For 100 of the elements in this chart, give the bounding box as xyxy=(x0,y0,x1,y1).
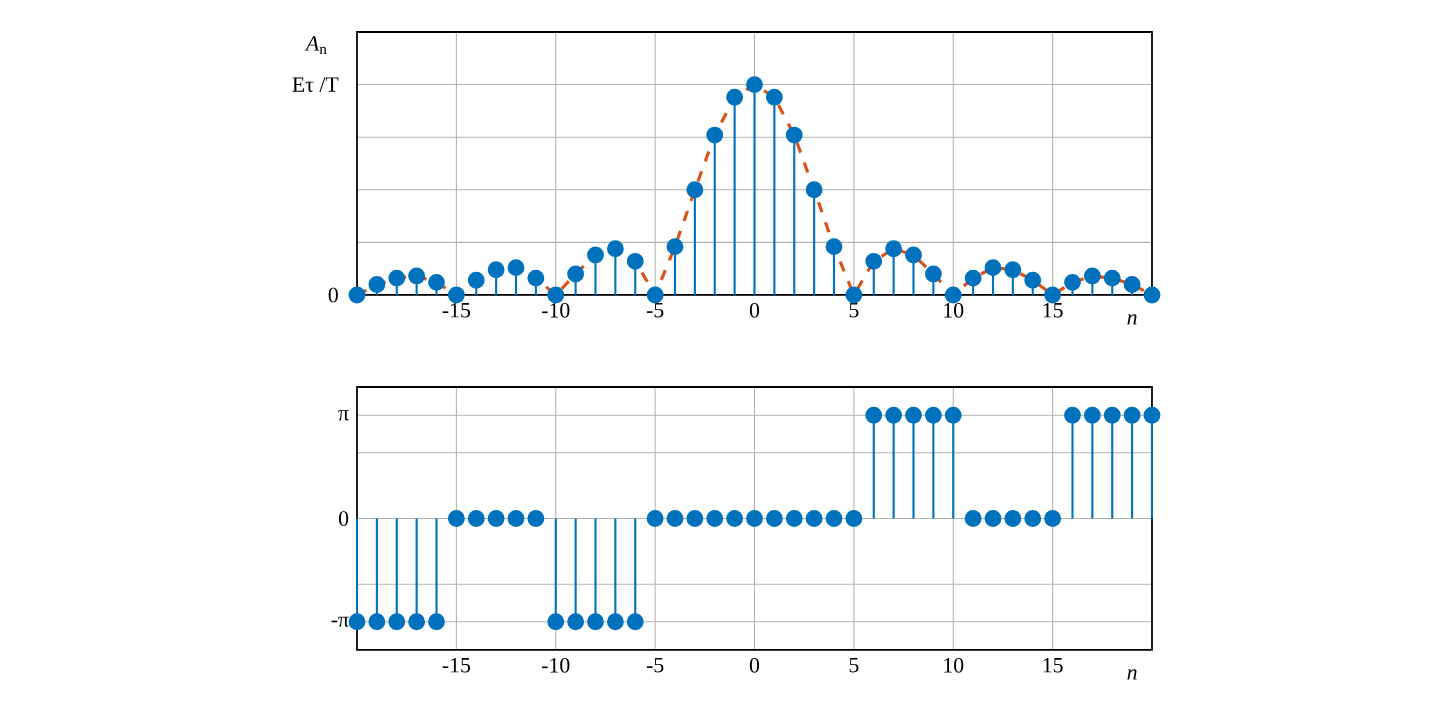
point xyxy=(785,126,803,144)
point xyxy=(587,246,604,264)
point xyxy=(905,246,922,264)
point xyxy=(487,261,505,279)
x-axis-title: n xyxy=(1127,314,1137,325)
x-tick-label: -15 xyxy=(442,302,471,318)
point xyxy=(805,181,823,199)
point xyxy=(825,510,843,527)
y-tick-label: π xyxy=(338,410,349,421)
point xyxy=(785,510,803,527)
point xyxy=(944,286,962,304)
point xyxy=(944,406,962,424)
point xyxy=(845,286,863,304)
point xyxy=(587,613,604,631)
x-tick-label: -5 xyxy=(646,657,664,673)
point xyxy=(984,259,1002,277)
point xyxy=(905,406,922,424)
point xyxy=(666,510,684,527)
y-tick-label: -π xyxy=(331,616,349,627)
point xyxy=(368,613,386,631)
point xyxy=(666,238,684,256)
point xyxy=(1044,286,1062,304)
point xyxy=(1123,406,1141,424)
point xyxy=(606,240,624,258)
point xyxy=(1083,406,1101,424)
point xyxy=(1024,510,1042,527)
x-tick-label: -15 xyxy=(442,657,471,673)
point xyxy=(1004,510,1022,527)
point xyxy=(626,613,644,631)
point xyxy=(1143,406,1161,424)
point xyxy=(924,265,942,283)
point xyxy=(845,510,863,527)
point xyxy=(408,613,426,631)
point xyxy=(964,269,982,287)
point xyxy=(467,271,485,289)
point xyxy=(547,286,565,304)
point xyxy=(885,406,903,424)
point xyxy=(746,76,763,94)
point xyxy=(606,613,624,631)
point xyxy=(865,406,883,424)
point xyxy=(706,510,724,527)
x-tick-label: -10 xyxy=(542,657,570,673)
point xyxy=(765,510,783,527)
point xyxy=(865,252,883,270)
point xyxy=(646,286,664,304)
point xyxy=(1044,510,1062,527)
x-tick-label: -10 xyxy=(542,302,570,318)
x-tick-label: -5 xyxy=(646,302,664,318)
point xyxy=(447,286,465,304)
point xyxy=(706,126,724,144)
point xyxy=(825,238,843,256)
point xyxy=(726,88,744,106)
point xyxy=(646,510,664,527)
x-tick-label: 0 xyxy=(749,657,760,673)
point xyxy=(348,286,366,304)
x-tick-label: 5 xyxy=(849,302,859,318)
point xyxy=(964,510,982,527)
point xyxy=(567,613,585,631)
point xyxy=(984,510,1002,527)
point xyxy=(428,613,445,631)
point xyxy=(1123,276,1141,293)
point xyxy=(1024,271,1042,289)
point xyxy=(1103,406,1121,424)
x-tick-label: 5 xyxy=(849,657,859,673)
point xyxy=(626,252,644,270)
point xyxy=(388,613,406,631)
point xyxy=(567,265,585,283)
point xyxy=(547,613,565,631)
point xyxy=(746,510,763,527)
x-tick-label: 10 xyxy=(944,302,964,318)
point xyxy=(348,613,366,631)
y-axis-title: A$_{n}$ xyxy=(304,36,327,55)
x-tick-label: 10 xyxy=(944,657,964,673)
text: Eτ /T xyxy=(292,77,339,92)
point xyxy=(408,267,426,285)
point xyxy=(527,510,545,527)
point xyxy=(507,259,525,277)
point xyxy=(924,406,942,424)
text: 0 xyxy=(328,287,338,303)
point xyxy=(805,510,823,527)
point xyxy=(428,273,445,291)
point xyxy=(885,240,903,258)
point xyxy=(368,276,386,293)
x-tick-label: 15 xyxy=(1043,657,1063,673)
point xyxy=(487,510,505,527)
point xyxy=(1064,273,1081,291)
point xyxy=(686,510,704,527)
x-tick-label: 0 xyxy=(749,302,760,318)
point xyxy=(1064,406,1081,424)
point xyxy=(726,510,744,527)
point xyxy=(686,181,704,199)
point xyxy=(765,88,783,106)
point xyxy=(388,269,406,287)
point xyxy=(1103,269,1121,287)
point xyxy=(527,269,545,287)
y-tick-label: 0 xyxy=(338,511,349,526)
point xyxy=(1004,261,1022,279)
point xyxy=(1143,286,1161,304)
point xyxy=(507,510,525,527)
x-tick-label: 15 xyxy=(1043,302,1063,318)
